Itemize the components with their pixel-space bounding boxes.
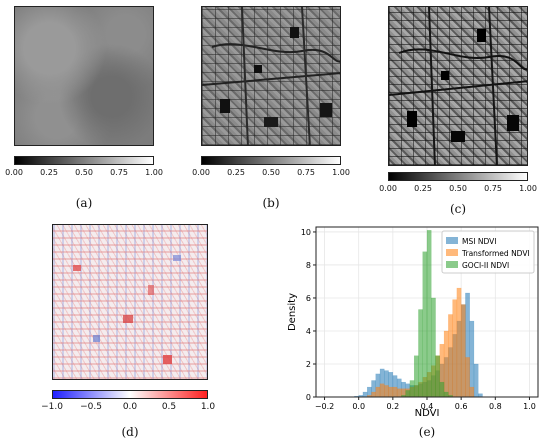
y-tick-label: 6 <box>306 294 311 303</box>
panel-e-caption: (e) <box>418 425 436 439</box>
y-tick-label: 0 <box>306 393 311 402</box>
histogram-bar <box>409 380 415 398</box>
histogram-bar <box>469 320 475 398</box>
tick-label: 0.5 <box>161 402 177 412</box>
histogram-bar <box>439 381 445 398</box>
x-tick-label: 1.0 <box>523 402 536 411</box>
histogram-bar <box>392 386 398 398</box>
tick-label: 0.25 <box>40 168 58 177</box>
plot-frame <box>315 226 539 398</box>
histogram-bar <box>431 297 436 398</box>
histogram-bar <box>469 386 475 398</box>
histogram-bar <box>405 390 411 398</box>
tick-label: 0.00 <box>5 168 23 177</box>
panel-d-caption: (d) <box>121 425 139 439</box>
histogram-bar <box>396 388 402 398</box>
legend-box <box>441 230 535 274</box>
tick-label: −1.0 <box>41 402 63 412</box>
panel-a-caption: (a) <box>75 196 93 210</box>
x-axis-label: NDVI <box>415 408 440 417</box>
histogram-bar <box>473 363 479 398</box>
tick-label: 0.50 <box>449 184 467 193</box>
tick-label: 0.25 <box>227 168 245 177</box>
histogram-bar <box>371 391 376 398</box>
y-tick-label: 10 <box>301 228 311 237</box>
tick-label: 0.75 <box>297 168 315 177</box>
histogram-bar <box>388 386 394 398</box>
panel-a-colorbar <box>14 156 154 165</box>
legend-label: MSI NDVI <box>462 237 496 246</box>
histogram-bar <box>413 355 419 398</box>
panel-a-image <box>14 6 154 146</box>
x-tick-label: 0.6 <box>455 402 468 411</box>
legend-swatch <box>446 249 458 256</box>
histogram-bar <box>426 230 432 398</box>
histogram-bar <box>362 391 368 398</box>
tick-label: 0.00 <box>379 184 397 193</box>
tick-label: 1.00 <box>332 168 350 177</box>
panel-b-caption: (b) <box>262 196 280 210</box>
legend: MSI NDVI Transformed NDVI GOCI-II NDVI <box>441 230 535 274</box>
legend-label: Transformed NDVI <box>461 249 530 258</box>
tick-label: 0.75 <box>484 184 502 193</box>
panel-d-image <box>52 224 208 380</box>
histogram-bar <box>435 355 441 398</box>
tick-label: 0.50 <box>75 168 93 177</box>
tick-label: 1.00 <box>519 184 537 193</box>
panel-c-image <box>388 6 528 166</box>
tick-label: 0.25 <box>414 184 432 193</box>
histogram-bar <box>465 357 470 398</box>
tick-label: −0.5 <box>80 402 102 412</box>
histogram-bar <box>452 299 458 398</box>
histogram-bar <box>422 251 428 398</box>
histogram-bar <box>443 330 449 398</box>
panel-e-histogram: −0.2 0.0 0.2 0.4 0.6 0.8 1.0 0 2 4 6 8 10 Density N… <box>287 226 539 417</box>
x-tick-label: −0.2 <box>315 402 334 411</box>
histogram-bar <box>443 391 449 398</box>
panel-d-colorbar <box>52 390 208 399</box>
legend-label: GOCI-II NDVI <box>462 261 509 270</box>
x-tick-label: 0.4 <box>421 402 434 411</box>
histogram-bar <box>418 309 423 398</box>
y-tick-label: 2 <box>306 360 311 369</box>
legend-swatch <box>446 237 458 244</box>
y-axis-label: Density <box>287 293 298 331</box>
histogram-bar <box>456 287 462 398</box>
x-tick-label: 0.0 <box>352 402 365 411</box>
tick-label: 1.00 <box>145 168 163 177</box>
panel-c-caption: (c) <box>449 202 467 216</box>
histogram-bar <box>460 304 466 398</box>
tick-label: 1.0 <box>200 402 216 412</box>
histogram-bar <box>448 314 453 398</box>
tick-label: 0.0 <box>122 402 138 412</box>
tick-label: 0.50 <box>262 168 280 177</box>
y-tick-label: 4 <box>306 327 311 336</box>
tick-label: 0.75 <box>110 168 128 177</box>
panel-b-colorbar <box>201 156 341 165</box>
legend-swatch <box>446 261 458 268</box>
tick-label: 0.00 <box>192 168 210 177</box>
histogram-bar <box>384 385 389 398</box>
x-tick-label: 0.2 <box>386 402 399 411</box>
x-tick-label: 0.8 <box>489 402 502 411</box>
histogram-bar <box>375 386 381 398</box>
panel-c-colorbar <box>388 172 528 181</box>
panel-b-image <box>201 6 341 146</box>
y-tick-label: 8 <box>306 261 311 270</box>
histogram-bar <box>379 383 385 398</box>
